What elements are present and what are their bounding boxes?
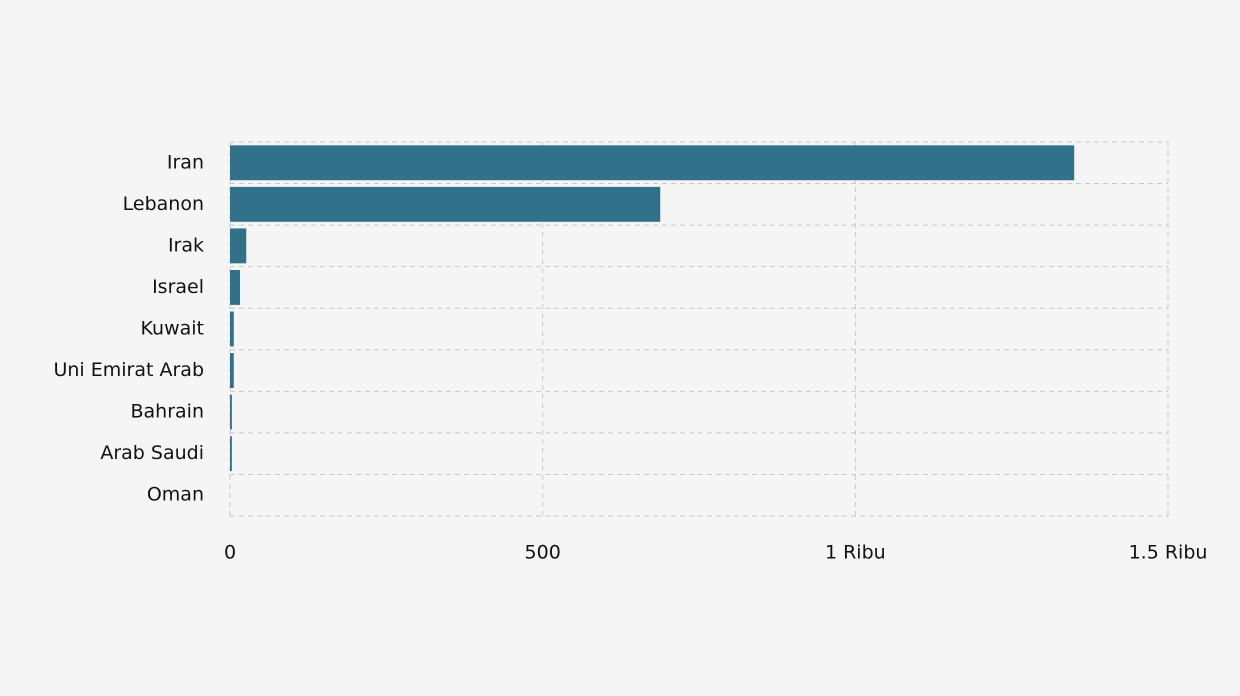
y-tick-label: Kuwait (141, 318, 204, 340)
y-tick-label: Iran (167, 151, 204, 173)
y-tick-label: Lebanon (123, 193, 204, 215)
bar (230, 145, 1075, 181)
bar (230, 311, 234, 347)
x-tick-label: 1.5 Ribu (1129, 542, 1208, 564)
y-tick-label: Oman (147, 484, 204, 506)
y-tick-label: Arab Saudi (100, 442, 204, 464)
y-tick-label: Bahrain (131, 401, 205, 423)
bar (230, 228, 247, 264)
x-tick-label: 1 Ribu (825, 542, 886, 564)
bar (230, 186, 661, 222)
x-tick-label: 500 (525, 542, 561, 564)
bar (230, 269, 241, 305)
y-tick-label: Israel (152, 276, 204, 298)
bar (230, 353, 234, 389)
bar (230, 394, 232, 430)
y-tick-label: Uni Emirat Arab (53, 359, 204, 381)
bar (230, 436, 232, 472)
x-tick-label: 0 (224, 542, 236, 564)
y-tick-label: Irak (168, 234, 204, 256)
